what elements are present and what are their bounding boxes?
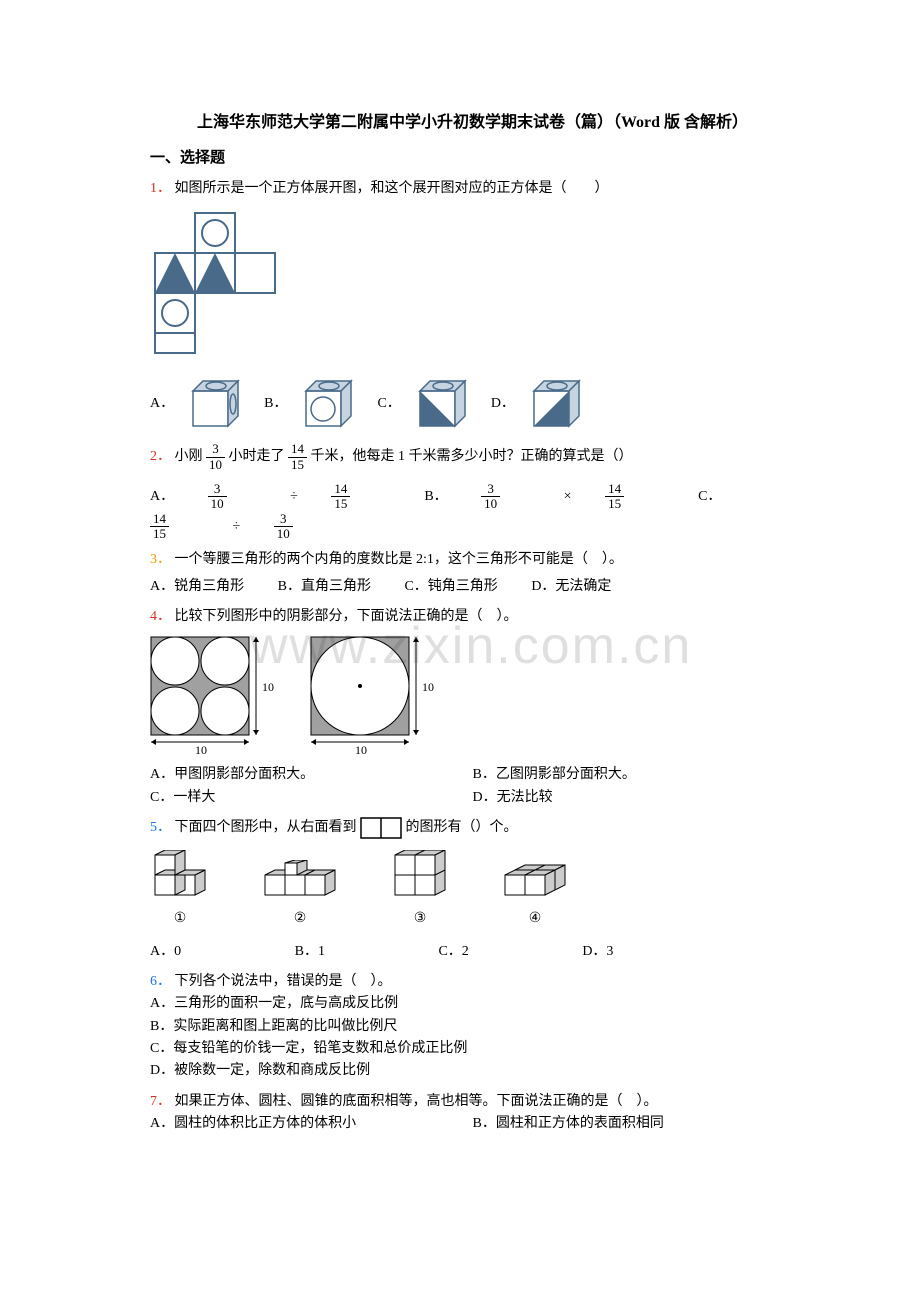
q1-opt-d-icon xyxy=(529,376,585,432)
q1-net-figure xyxy=(150,208,290,358)
q5-label-1: ① xyxy=(150,908,210,930)
question-7: 7． 如果正方体、圆柱、圆锥的底面积相等，高也相等。下面说法正确的是（ ）。 A… xyxy=(150,1091,795,1136)
q5-inline-shape-icon xyxy=(360,817,402,839)
q2-text-post: 千米，他每走 1 千米需多少小时？正确的算式是（） xyxy=(311,449,633,464)
question-1: 1． 如图所示是一个正方体展开图，和这个展开图对应的正方体是（ ） A． xyxy=(150,178,795,433)
q1-num: 1． xyxy=(150,181,171,196)
q3-opt-c: C．钝角三角形 xyxy=(404,579,497,594)
q5-label-2: ② xyxy=(260,908,340,930)
q4-opt-a: A．甲图阴影部分面积大。 xyxy=(150,764,473,786)
q7-opt-b: B．圆柱和正方体的表面积相同 xyxy=(473,1113,796,1135)
q4-dim-1r: 10 xyxy=(262,680,274,694)
q1-opt-c: C． xyxy=(377,376,470,432)
q2-num: 2． xyxy=(150,449,171,464)
q4-dim-1b: 10 xyxy=(195,743,207,756)
q7-num: 7． xyxy=(150,1094,171,1109)
q3-opt-a: A．锐角三角形 xyxy=(150,579,244,594)
question-3: 3． 一个等腰三角形的两个内角的度数比是 2:1，这个三角形不可能是（ ）。 A… xyxy=(150,549,795,598)
q6-opt-d: D．被除数一定，除数和商成反比例 xyxy=(150,1060,795,1082)
q2-opt-b-label: B． xyxy=(424,489,447,504)
q1-opt-c-label: C． xyxy=(377,393,400,415)
q2-text-mid: 小时走了 xyxy=(229,449,285,464)
q5-label-4: ④ xyxy=(500,908,570,930)
q5-fig-3 xyxy=(390,850,450,900)
q5-text-pre: 下面四个图形中，从右面看到 xyxy=(175,820,357,835)
q4-opt-c: C．一样大 xyxy=(150,787,473,809)
q2-opt-a-f1: 310 xyxy=(208,482,257,512)
q7-opt-a: A．圆柱的体积比正方体的体积小 xyxy=(150,1113,473,1135)
q2-frac1: 310 xyxy=(206,442,225,472)
q7-text: 如果正方体、圆柱、圆锥的底面积相等，高也相等。下面说法正确的是（ ）。 xyxy=(175,1094,658,1109)
q2-opt-b-f2: 1415 xyxy=(605,482,654,512)
question-2: 2． 小刚 310 小时走了 1415 千米，他每走 1 千米需多少小时？正确的… xyxy=(150,442,795,541)
q4-dim-2b: 10 xyxy=(355,743,367,756)
q1-opt-b-icon xyxy=(301,376,357,432)
q2-opt-b-f1: 310 xyxy=(481,482,530,512)
q5-text-post: 的图形有（）个。 xyxy=(406,820,518,835)
q1-opt-b: B． xyxy=(264,376,357,432)
q3-opt-d: D．无法确定 xyxy=(531,579,611,594)
q4-options: A．甲图阴影部分面积大。 B．乙图阴影部分面积大。 C．一样大 D．无法比较 xyxy=(150,764,795,809)
q5-opt-b: B．1 xyxy=(295,944,325,959)
q2-opt-c-label: C． xyxy=(698,489,721,504)
q5-label-3: ③ xyxy=(390,908,450,930)
section-header-1: 一、选择题 xyxy=(150,146,795,170)
q4-opt-b: B．乙图阴影部分面积大。 xyxy=(473,764,796,786)
q5-opt-a: A．0 xyxy=(150,944,181,959)
q4-opt-d: D．无法比较 xyxy=(473,787,796,809)
page-title: 上海华东师范大学第二附属中学小升初数学期末试卷（篇）（Word 版 含解析） xyxy=(150,110,795,136)
q1-opt-b-label: B． xyxy=(264,393,287,415)
q2-opt-a-f2: 1415 xyxy=(331,482,380,512)
q1-opt-a-label: A． xyxy=(150,393,174,415)
q2-options: A． 310 ÷ 1415 B． 310 × 1415 C． 1415 ÷ 31… xyxy=(150,482,795,541)
q5-fig-1 xyxy=(150,850,210,900)
q3-opt-b: B．直角三角形 xyxy=(278,579,371,594)
q5-num: 5． xyxy=(150,820,171,835)
q2-frac2: 1415 xyxy=(288,442,307,472)
q2-opt-c-op: ÷ xyxy=(233,519,241,534)
q6-opt-a: A．三角形的面积一定，底与高成反比例 xyxy=(150,993,795,1015)
q1-opt-a-icon xyxy=(188,376,244,432)
q5-fig-4 xyxy=(500,860,570,900)
q5-options: A．0 B．1 C．2 D．3 xyxy=(150,941,795,963)
q6-opt-c: C．每支铅笔的价钱一定，铅笔支数和总价成正比例 xyxy=(150,1038,795,1060)
q3-num: 3． xyxy=(150,552,171,567)
question-6: 6． 下列各个说法中，错误的是（ ）。 A．三角形的面积一定，底与高成反比例 B… xyxy=(150,971,795,1083)
q3-text: 一个等腰三角形的两个内角的度数比是 2:1，这个三角形不可能是（ ）。 xyxy=(175,552,623,567)
q1-opt-d-label: D． xyxy=(491,393,515,415)
q4-text: 比较下列图形中的阴影部分，下面说法正确的是（ ）。 xyxy=(175,609,518,624)
q5-figures: ① ② xyxy=(150,850,795,931)
q4-num: 4． xyxy=(150,609,171,624)
q2-opt-b-op: × xyxy=(564,489,572,504)
q6-text: 下列各个说法中，错误的是（ ）。 xyxy=(175,974,392,989)
q6-opt-b: B．实际距离和图上距离的比叫做比例尺 xyxy=(150,1016,795,1038)
q1-opt-d: D． xyxy=(491,376,585,432)
q1-opt-a: A． xyxy=(150,376,244,432)
q5-fig-2 xyxy=(260,860,340,900)
q1-text: 如图所示是一个正方体展开图，和这个展开图对应的正方体是（ ） xyxy=(175,181,609,196)
q3-options: A．锐角三角形 B．直角三角形 C．钝角三角形 D．无法确定 xyxy=(150,576,795,598)
q5-opt-d: D．3 xyxy=(582,944,613,959)
q4-dim-2r: 10 xyxy=(422,680,434,694)
q6-num: 6． xyxy=(150,974,171,989)
q4-figure-2: 10 10 xyxy=(310,636,440,756)
q1-opt-c-icon xyxy=(415,376,471,432)
q7-options: A．圆柱的体积比正方体的体积小 B．圆柱和正方体的表面积相同 xyxy=(150,1113,795,1135)
q5-opt-c: C．2 xyxy=(438,944,468,959)
q2-opt-c-f1: 1415 xyxy=(150,512,199,542)
q2-opt-a-op: ÷ xyxy=(290,489,298,504)
q1-options: A． B． C． xyxy=(150,376,795,432)
question-4: 4． 比较下列图形中的阴影部分，下面说法正确的是（ ）。 10 10 xyxy=(150,606,795,809)
q4-figure-1: 10 10 xyxy=(150,636,280,756)
question-5: 5． 下面四个图形中，从右面看到 的图形有（）个。 ① xyxy=(150,817,795,963)
q2-opt-c-f2: 310 xyxy=(274,512,323,542)
q2-opt-a-label: A． xyxy=(150,489,174,504)
q2-text-pre: 小刚 xyxy=(175,449,203,464)
